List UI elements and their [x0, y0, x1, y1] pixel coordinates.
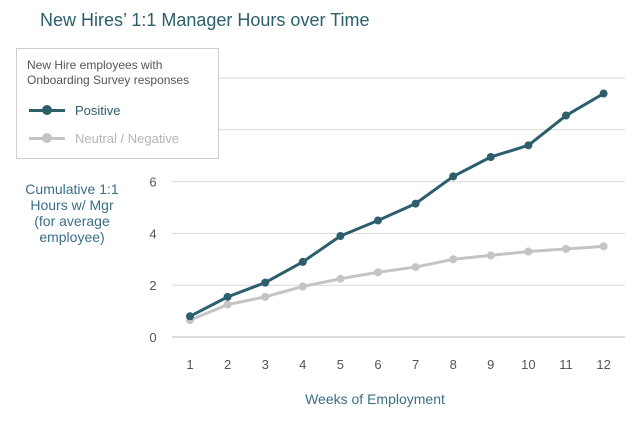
- data-point-positive: [562, 111, 570, 120]
- data-point-neutral-negative: [562, 244, 570, 253]
- y-axis-label: Cumulative 1:1 Hours w/ Mgr (for average…: [18, 181, 126, 245]
- legend-swatch-positive: [27, 104, 67, 116]
- x-tick-label: 12: [596, 357, 610, 372]
- data-point-positive: [411, 199, 420, 208]
- x-tick-label: 11: [559, 357, 573, 372]
- y-axis-label-line: Hours w/ Mgr: [30, 197, 114, 213]
- chart-title: New Hires’ 1:1 Manager Hours over Time: [40, 10, 370, 30]
- gridlines: [172, 77, 625, 338]
- data-point-neutral-negative: [449, 255, 458, 264]
- legend: New Hire employees with Onboarding Surve…: [16, 48, 219, 159]
- x-tick-label: 4: [299, 357, 306, 372]
- x-tick-label: 3: [262, 357, 269, 372]
- data-point-neutral-negative: [599, 242, 608, 251]
- data-point-positive: [449, 172, 458, 181]
- y-axis-label-line: employee): [39, 229, 105, 245]
- data-point-neutral-negative: [486, 251, 495, 260]
- data-point-positive: [374, 216, 382, 225]
- legend-title: New Hire employees with Onboarding Surve…: [27, 58, 189, 88]
- x-tick-label: 7: [412, 357, 419, 372]
- legend-label-neutral-negative: Neutral / Negative: [75, 130, 180, 146]
- data-point-positive: [336, 231, 345, 240]
- legend-swatch-neutral-negative: [27, 132, 67, 144]
- x-axis-ticks: 1 2 3 4 5 6 7 8 9 10 11 12: [186, 357, 610, 372]
- data-point-neutral-negative: [374, 268, 382, 277]
- data-point-positive: [298, 257, 307, 266]
- x-tick-label: 8: [450, 357, 457, 372]
- x-tick-label: 9: [487, 357, 494, 372]
- legend-title-line: Onboarding Survey responses: [27, 73, 190, 87]
- data-point-neutral-negative: [261, 292, 270, 301]
- series-layer: [186, 89, 608, 325]
- legend-label-positive: Positive: [75, 102, 121, 118]
- legend-item-neutral-negative: Neutral / Negative: [27, 129, 179, 147]
- legend-title-line: New Hire employees with: [27, 58, 163, 72]
- data-point-neutral-negative: [223, 300, 232, 309]
- x-tick-label: 2: [224, 357, 231, 372]
- x-tick-label: 10: [521, 357, 535, 372]
- y-axis-label-line: Cumulative 1:1: [25, 181, 119, 197]
- x-axis-label: Weeks of Employment: [305, 391, 445, 407]
- legend-item-positive: Positive: [27, 101, 121, 119]
- y-tick-label: 6: [149, 175, 156, 190]
- x-tick-label: 6: [374, 357, 381, 372]
- data-point-neutral-negative: [524, 247, 533, 256]
- x-tick-label: 1: [186, 357, 193, 372]
- data-point-positive: [223, 292, 232, 301]
- data-point-neutral-negative: [336, 274, 345, 283]
- y-axis-label-line: (for average: [34, 213, 110, 229]
- series-line-neutral-negative: [189, 244, 604, 322]
- data-point-neutral-negative: [298, 282, 307, 291]
- y-axis-ticks: 0 2 4 6: [149, 175, 156, 345]
- data-point-positive: [599, 89, 608, 98]
- data-point-positive: [261, 278, 270, 287]
- data-point-positive: [486, 152, 495, 161]
- data-point-positive: [524, 141, 533, 150]
- y-tick-label: 2: [149, 278, 156, 293]
- y-tick-label: 4: [149, 226, 156, 241]
- y-tick-label: 0: [149, 330, 156, 345]
- series-line-positive: [189, 92, 605, 318]
- x-tick-label: 5: [337, 357, 344, 372]
- data-point-neutral-negative: [411, 263, 420, 272]
- data-point-positive: [186, 312, 194, 321]
